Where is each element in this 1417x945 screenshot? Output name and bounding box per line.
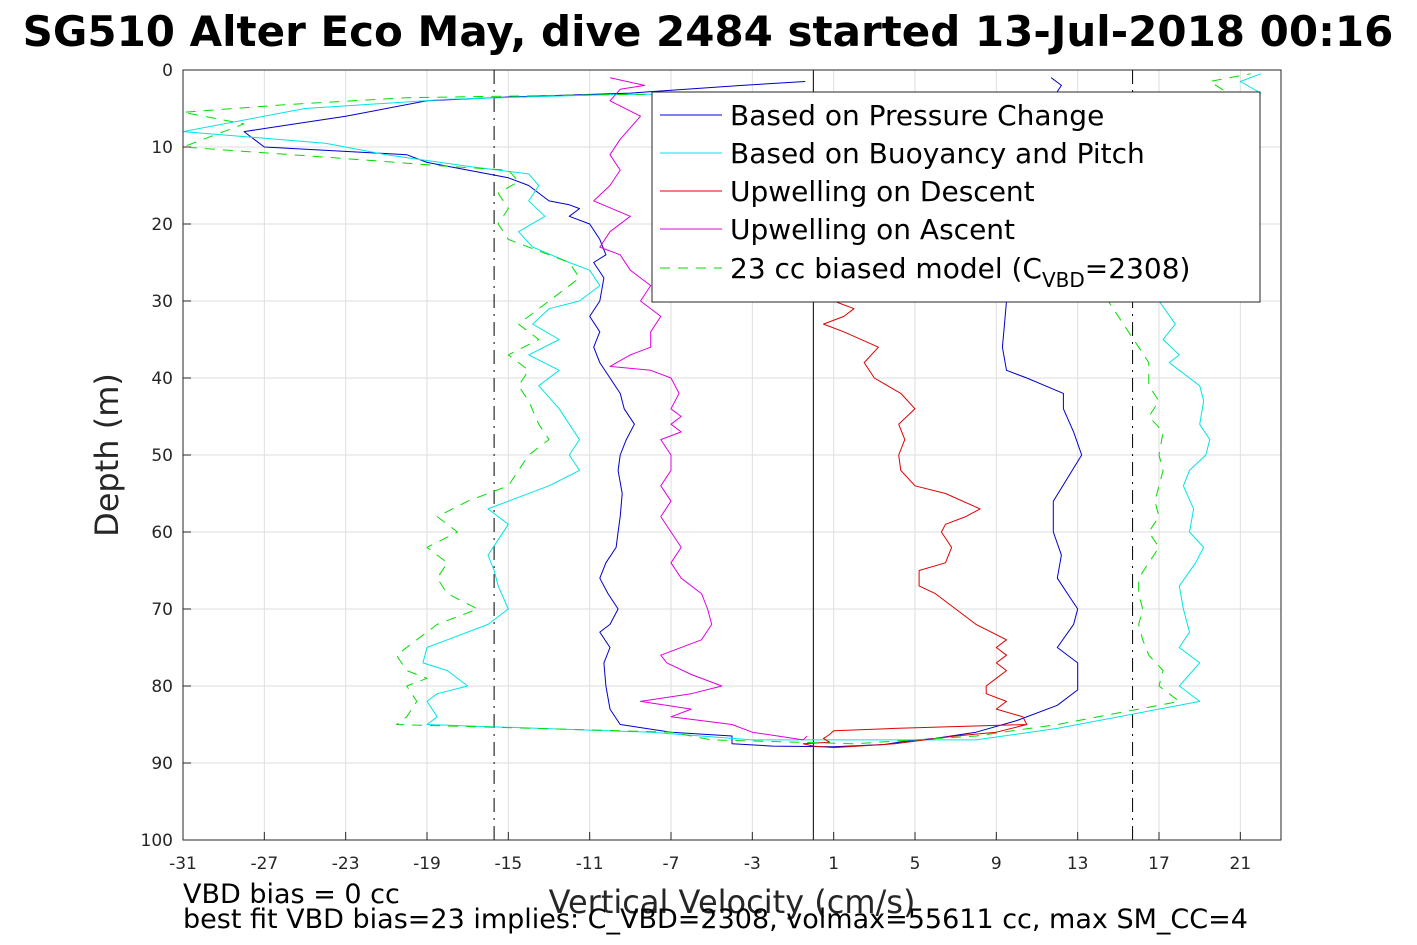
legend-label-model-end: =2308) — [1085, 252, 1191, 285]
legend-label-ascent: Upwelling on Ascent — [730, 213, 1015, 246]
x-tick-label: 21 — [1230, 854, 1252, 874]
y-tick-label: 0 — [162, 61, 173, 81]
vbd-bias-note: VBD bias = 0 cc — [183, 879, 400, 910]
legend-label-model-sub: VBD — [1042, 268, 1085, 292]
x-tick-label: 1 — [828, 854, 839, 874]
x-tick-label: -7 — [663, 854, 680, 874]
x-tick-label: -31 — [169, 854, 197, 874]
y-tick-labels: 0 10 20 30 40 50 60 70 80 90 100 — [141, 61, 173, 851]
series-line — [182, 73, 1262, 741]
y-tick-label: 100 — [141, 831, 173, 851]
y-tick-label: 10 — [151, 138, 173, 158]
series-line — [802, 300, 1028, 749]
series-line — [243, 77, 1083, 748]
legend-label-model: 23 cc biased model (CVBD=2308) — [730, 252, 1190, 292]
y-tick-label: 70 — [151, 600, 173, 620]
x-tick-label: 9 — [991, 854, 1002, 874]
legend-label-pressure: Based on Pressure Change — [730, 99, 1104, 132]
y-tick-label: 80 — [151, 677, 173, 697]
series-line — [593, 77, 808, 741]
x-tick-label: 13 — [1067, 854, 1089, 874]
series-group — [182, 73, 1262, 749]
best-fit-note: best fit VBD bias=23 implies: C_VBD=2308… — [183, 904, 1248, 935]
x-axis-label: Vertical Velocity (cm/s) — [549, 883, 916, 921]
x-tick-label: -15 — [494, 854, 522, 874]
y-tick-label: 50 — [151, 446, 173, 466]
legend-label-model-main: 23 cc biased model (C — [730, 252, 1042, 285]
y-tick-label: 30 — [151, 292, 173, 312]
x-tick-label: 17 — [1148, 854, 1170, 874]
x-tick-label: -11 — [576, 854, 604, 874]
x-tick-label: -27 — [250, 854, 278, 874]
legend-label-buoyancy: Based on Buoyancy and Pitch — [730, 137, 1145, 170]
series-line — [182, 73, 1251, 745]
legend-label-descent: Upwelling on Descent — [730, 175, 1035, 208]
legend-box — [651, 91, 1261, 303]
chart-title: SG510 Alter Eco May, dive 2484 started 1… — [23, 7, 1394, 56]
x-tick-labels: -31 -27 -23 -19 -15 -11 -7 -3 1 5 9 13 17 21 — [169, 854, 1251, 874]
y-tick-label: 40 — [151, 369, 173, 389]
y-tick-label: 60 — [151, 523, 173, 543]
x-tick-label: -23 — [332, 854, 360, 874]
y-axis-label: Depth (m) — [88, 373, 126, 537]
x-tick-label: -3 — [744, 854, 761, 874]
x-tick-label: 5 — [910, 854, 921, 874]
legend: Based on Pressure Change Based on Buoyan… — [651, 91, 1261, 303]
y-tick-label: 20 — [151, 215, 173, 235]
plot-frame — [182, 69, 1282, 841]
y-tick-label: 90 — [151, 754, 173, 774]
x-tick-label: -19 — [413, 854, 441, 874]
